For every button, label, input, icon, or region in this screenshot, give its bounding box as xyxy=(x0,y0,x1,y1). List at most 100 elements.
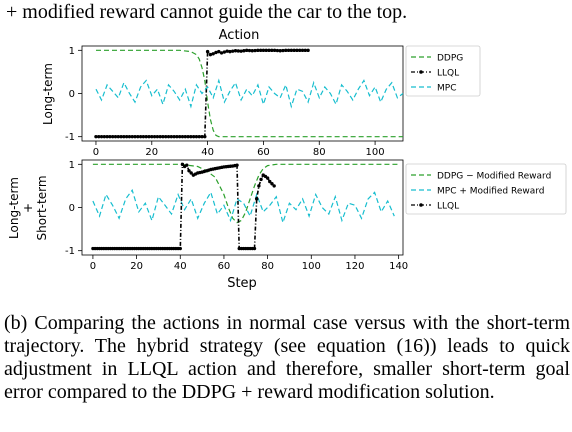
chart-1-llql-point xyxy=(113,134,118,139)
chart-1-series-line-0 xyxy=(96,49,403,138)
chart-1-llql-point xyxy=(258,48,263,53)
chart-1-ticks: 0 20 40 60 80 100 -1 0 1 xyxy=(65,46,385,158)
chart-1-llql-point xyxy=(267,48,271,53)
chart-1-llql-point xyxy=(116,134,120,139)
chart-1: Action Long-term 0 20 40 60 80 100 -1 0 1 DDPG LL… xyxy=(41,28,481,158)
chart-2-xtick-label-3: 60 xyxy=(218,261,231,272)
chart-1-llql-point xyxy=(175,134,179,139)
chart-1-llql-point xyxy=(166,134,171,139)
chart-1-llql-point xyxy=(231,49,235,53)
chart-2-llql-point xyxy=(270,182,274,186)
chart-1-llql-point xyxy=(208,52,213,57)
chart-2-frame xyxy=(81,159,404,256)
chart-1-llql-point xyxy=(144,134,148,139)
chart-1-legend-label-2: MPC xyxy=(437,84,456,94)
chart-2-series-line-0 xyxy=(92,163,399,224)
chart-1-llql-point xyxy=(236,49,241,53)
chart-2-ticks: 0 20 40 60 80 100 120 140 -1 0 1 xyxy=(65,160,408,272)
chart-2-legend-box xyxy=(405,163,567,215)
figure: Action Long-term 0 20 40 60 80 100-101 DDPGLL… xyxy=(7,28,567,291)
chart-1-llql-point xyxy=(97,134,101,139)
chart-2-llql-point xyxy=(257,184,261,188)
chart-2-llql-point xyxy=(254,197,259,201)
chart-2-xtick-label-2: 40 xyxy=(174,261,187,272)
chart-2-llql-point xyxy=(178,246,182,251)
chart-1-ytick-label-1: 0 xyxy=(69,89,75,100)
chart-1-llql-point xyxy=(292,48,296,53)
chart-1-llql-point xyxy=(303,48,308,53)
chart-1-llql-point xyxy=(180,134,185,139)
chart-1-llql-point xyxy=(94,134,98,139)
chart-1-llql-point xyxy=(147,134,151,139)
chart-2-ylabel-line-3: Short-term xyxy=(35,175,49,240)
chart-1-llql-point xyxy=(183,134,187,139)
chart-1-llql-point xyxy=(164,134,168,139)
chart-1-xtick-label-2: 40 xyxy=(201,147,214,158)
chart-1-llql-point xyxy=(298,48,302,53)
chart-2-llql-point xyxy=(272,184,276,188)
chart-1-llql-point xyxy=(306,48,310,53)
chart-2-ytick-label-0: -1 xyxy=(65,246,75,257)
chart-1-llql-point xyxy=(284,48,288,53)
chart-1-legend-label-1: LLQL xyxy=(437,69,459,79)
chart-1-legend-box xyxy=(405,45,481,97)
chart-2-ylabel-line-2: + xyxy=(21,203,35,213)
chart-1-llql-point xyxy=(141,134,146,139)
chart-1-llql-point xyxy=(130,134,134,139)
chart-1-llql-point xyxy=(136,134,140,139)
caption-top: + modified reward cannot guide the car t… xyxy=(6,1,408,23)
chart-1-llql-point xyxy=(169,134,174,139)
chart-1-ylabel: Long-term xyxy=(41,63,55,125)
chart-1-llql-point xyxy=(250,49,254,53)
chart-1-llql-point xyxy=(228,49,232,54)
chart-2-legend-marker-2 xyxy=(419,203,423,207)
chart-1-llql-point xyxy=(119,134,123,139)
chart-1-xtick-label-4: 80 xyxy=(313,147,326,158)
chart-1-xtick-label-1: 20 xyxy=(145,147,158,158)
chart-1-llql-point xyxy=(152,134,157,139)
chart-1-llql-point xyxy=(122,134,126,139)
chart-2-llql-point xyxy=(187,169,191,173)
chart-1-llql-point xyxy=(99,134,104,139)
chart-1-llql-point xyxy=(253,48,257,53)
chart-1-llql-point xyxy=(286,48,291,53)
chart-2-llql-point xyxy=(268,179,272,184)
chart-1-llql-point xyxy=(289,48,294,53)
chart-1-llql-point xyxy=(155,134,160,139)
chart-1-llql-point xyxy=(247,48,252,53)
chart-1-llql-point xyxy=(203,134,207,139)
chart-1-llql-point xyxy=(177,134,182,139)
chart-2-llql-point xyxy=(259,177,263,182)
chart-1-llql-point xyxy=(278,49,282,53)
chart-1-llql-point xyxy=(272,48,277,53)
chart-1-xtick-label-5: 100 xyxy=(366,147,385,158)
chart-1-llql-point xyxy=(225,49,229,53)
chart-2-legend: DDPG − Modified Reward MPC + Modified Rew… xyxy=(405,163,567,215)
chart-1-llql-point xyxy=(194,134,199,139)
chart-2-xtick-label-5: 100 xyxy=(302,261,321,272)
chart-1-xtick-label-0: 0 xyxy=(93,147,99,158)
chart-2-xtick-label-4: 80 xyxy=(261,261,274,272)
chart-2-xtick-label-6: 120 xyxy=(345,261,364,272)
chart-1-llql-point xyxy=(127,134,132,139)
chart-2-llql-point xyxy=(189,171,193,175)
chart-2-legend-label-1: MPC + Modified Reward xyxy=(437,187,545,197)
chart-2-ylabel-line-1: Long-term xyxy=(7,177,21,239)
chart-1-llql-point xyxy=(264,48,268,53)
chart-1-llql-point xyxy=(242,49,246,53)
chart-2-series-line-1 xyxy=(92,188,395,225)
chart-1-llql-point xyxy=(150,134,154,139)
chart-1-xtick-label-3: 60 xyxy=(257,147,270,158)
chart-1-llql-point xyxy=(214,50,218,55)
chart-1-llql-point xyxy=(222,50,227,54)
chart-1-series xyxy=(94,48,404,139)
chart-2-ytick-label-1: 0 xyxy=(69,203,75,214)
chart-1-llql-point xyxy=(186,134,190,139)
chart-1-llql-point xyxy=(102,134,107,139)
chart-2-legend-label-0: DDPG − Modified Reward xyxy=(437,172,551,182)
chart-1-llql-point xyxy=(295,48,299,53)
chart-1-ytick-label-0: -1 xyxy=(65,132,75,143)
chart-1-llql-point xyxy=(300,48,305,53)
chart-2-llql-point xyxy=(252,246,257,251)
chart-1-llql-point xyxy=(105,134,109,139)
